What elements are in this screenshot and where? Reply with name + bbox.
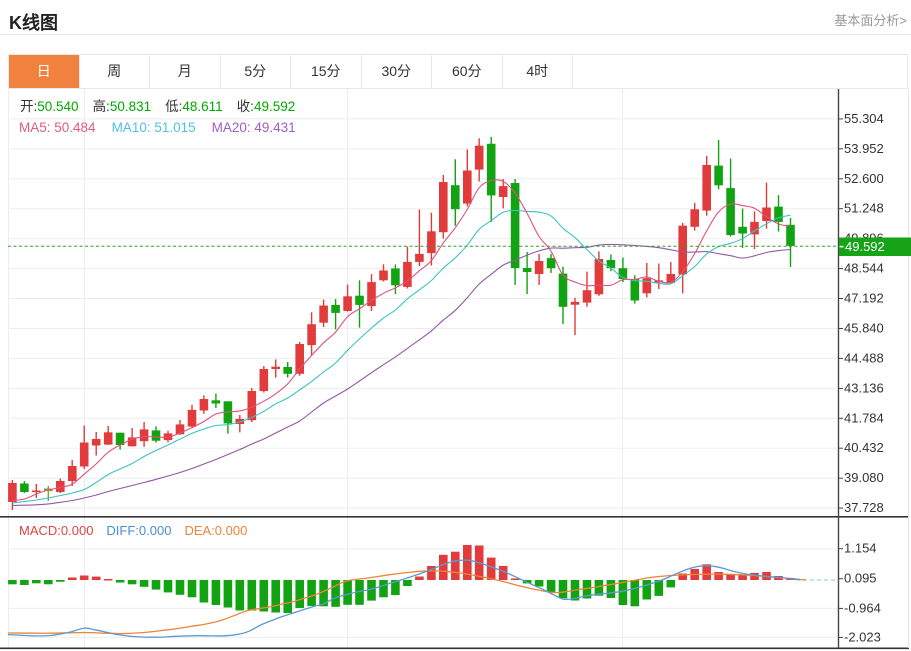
svg-text:47.192: 47.192: [844, 291, 884, 306]
svg-text:39.080: 39.080: [844, 470, 884, 485]
svg-text:51.248: 51.248: [844, 201, 884, 216]
svg-text:52.600: 52.600: [844, 171, 884, 186]
svg-text:40.432: 40.432: [844, 440, 884, 455]
svg-text:45.840: 45.840: [844, 321, 884, 336]
svg-text:43.136: 43.136: [844, 380, 884, 395]
svg-text:48.544: 48.544: [844, 261, 884, 276]
svg-text:1.154: 1.154: [844, 541, 877, 556]
svg-text:41.784: 41.784: [844, 410, 884, 425]
svg-text:49.592: 49.592: [845, 239, 885, 254]
svg-text:-0.964: -0.964: [844, 600, 881, 615]
svg-text:-2.023: -2.023: [844, 629, 881, 644]
svg-text:44.488: 44.488: [844, 350, 884, 365]
svg-text:55.304: 55.304: [844, 111, 884, 126]
svg-text:53.952: 53.952: [844, 141, 884, 156]
svg-text:37.728: 37.728: [844, 500, 884, 515]
svg-text:0.095: 0.095: [844, 571, 877, 586]
